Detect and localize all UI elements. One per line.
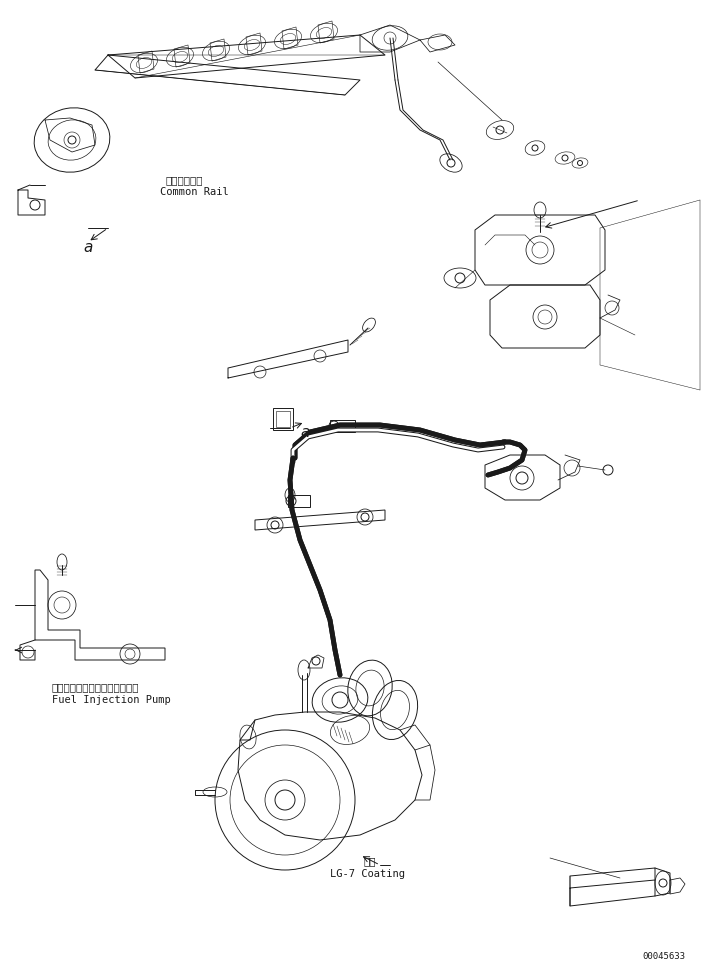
Text: コモンレール: コモンレール <box>165 175 202 185</box>
Text: 00045633: 00045633 <box>643 952 685 961</box>
Text: 塗布: 塗布 <box>364 856 376 866</box>
Text: LG-7 Coating: LG-7 Coating <box>330 869 406 879</box>
Bar <box>273 408 293 430</box>
Bar <box>288 495 310 507</box>
Bar <box>330 420 355 432</box>
Text: Fuel Injection Pump: Fuel Injection Pump <box>52 695 171 705</box>
Text: a: a <box>83 240 93 255</box>
Bar <box>276 411 290 427</box>
Text: フェルインジェクションポンプ: フェルインジェクションポンプ <box>52 682 140 692</box>
Text: a: a <box>300 425 309 440</box>
Text: Common Rail: Common Rail <box>160 187 228 197</box>
